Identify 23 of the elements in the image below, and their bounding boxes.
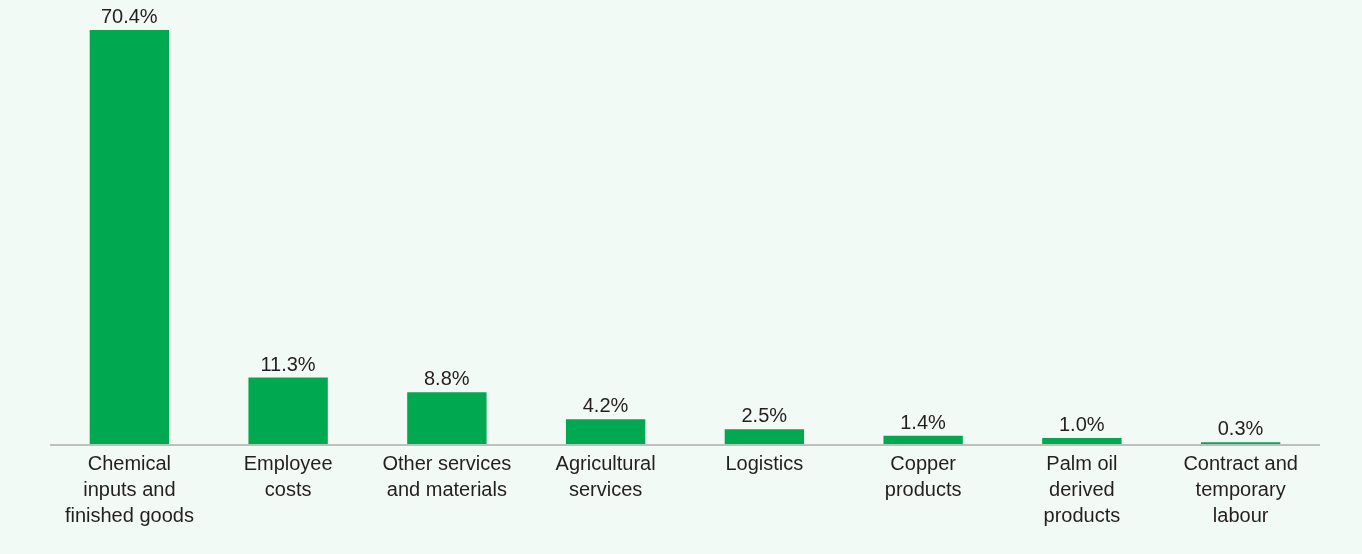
data-label: 4.2% (582, 394, 629, 417)
x-tick-label: Other services and materials (382, 451, 512, 500)
x-tick-label: Logistics (725, 451, 804, 474)
x-tick-label: Agricultural services (555, 451, 656, 500)
bar (724, 429, 805, 444)
bar (1042, 438, 1122, 444)
x-tick-label: Contract and temporary labour (1183, 451, 1298, 526)
bar (248, 377, 328, 444)
bar (565, 419, 646, 444)
data-label: 8.8% (423, 367, 470, 390)
data-label: 0.3% (1217, 417, 1264, 440)
bar (89, 30, 170, 444)
data-label: 2.5% (741, 404, 788, 427)
data-label: 70.4% (100, 5, 158, 27)
bar (883, 435, 963, 444)
x-tick-label: Chemical inputs and finished goods (64, 451, 194, 526)
data-label: 1.4% (900, 410, 947, 433)
x-tick-label: Palm oil derived products (1043, 451, 1121, 526)
x-tick-label: Copper products (884, 451, 962, 500)
data-label: 1.0% (1058, 413, 1105, 436)
bar (407, 392, 487, 444)
x-tick-label: Employee costs (243, 451, 333, 500)
data-label: 11.3% (260, 352, 316, 375)
